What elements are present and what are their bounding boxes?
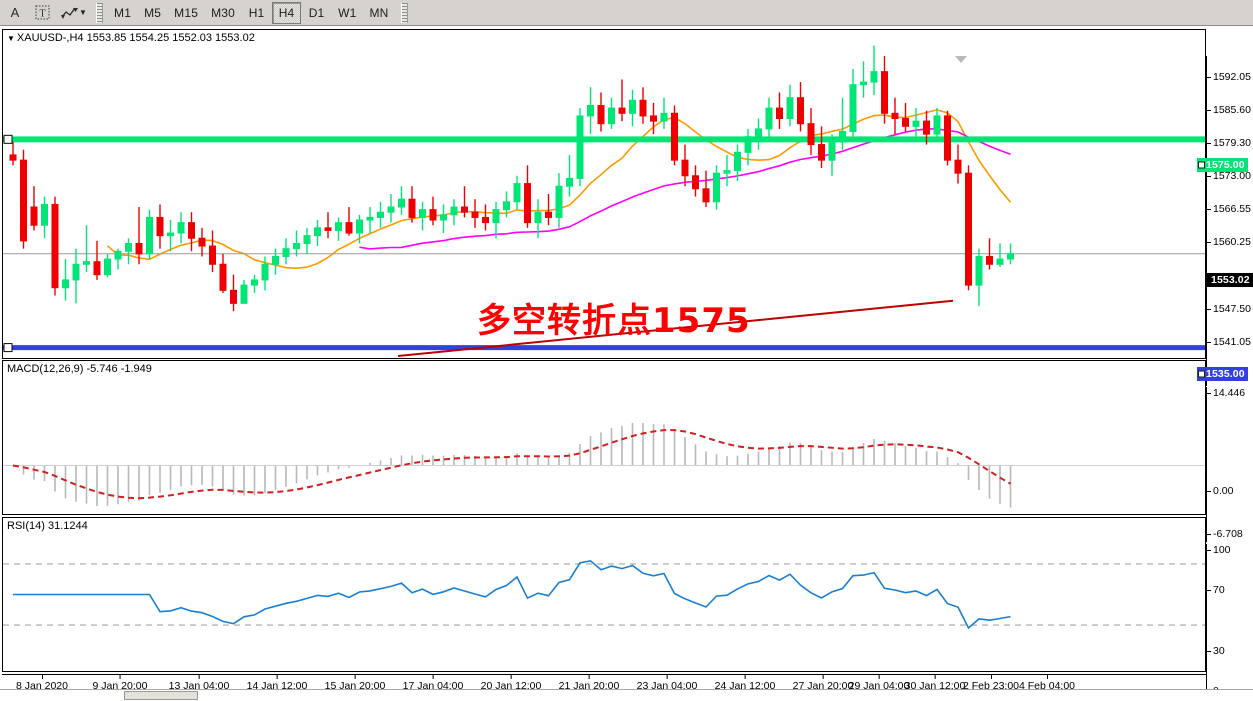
chevron-down-icon[interactable]: ▼ — [79, 8, 87, 17]
macd-y-axis[interactable]: 14.446 0.00 -6.708 — [1206, 387, 1253, 542]
price-chart-svg — [3, 45, 1205, 357]
chart-frame: ▼ XAUUSD-,H4 1553.85 1554.25 1552.03 1553… — [0, 27, 1253, 699]
macd-tick--6.708: -6.708 — [1207, 528, 1243, 540]
macd-chart-svg — [3, 422, 1205, 508]
macd-panel[interactable]: MACD(12,26,9) -5.746 -1.949 — [2, 360, 1206, 515]
rsi-plot-area[interactable] — [3, 518, 1205, 671]
timeframe-m1[interactable]: M1 — [114, 5, 132, 20]
toolbar-separator — [96, 2, 103, 23]
rsi-tick-100: 100 — [1207, 544, 1231, 556]
timeframe-m15[interactable]: M15 — [174, 5, 199, 20]
price-plot-area[interactable] — [3, 30, 1205, 358]
price-tick-1547.50: 1547.50 — [1207, 303, 1251, 315]
chart-top-marker-icon — [955, 56, 967, 63]
horizontal-scrollbar[interactable] — [0, 689, 1253, 701]
svg-text:T: T — [39, 9, 45, 20]
macd-panel-title: MACD(12,26,9) -5.746 -1.949 — [7, 363, 152, 375]
timeframe-w1[interactable]: W1 — [338, 5, 357, 20]
timeframe-m5[interactable]: M5 — [144, 5, 162, 20]
scrollbar-thumb[interactable] — [124, 691, 198, 700]
last-price-tag[interactable]: 1553.02 — [1207, 272, 1253, 287]
rsi-panel[interactable]: RSI(14) 31.1244 — [2, 517, 1206, 672]
rsi-tick-70: 70 — [1207, 584, 1225, 596]
text-box-icon-svg: T — [35, 5, 49, 20]
macd-tick-14.446: 14.446 — [1207, 387, 1245, 399]
resistance-level-label: 1535.00 — [1206, 367, 1245, 380]
rsi-panel-title: RSI(14) 31.1244 — [7, 520, 88, 532]
support-level-label: 1575.00 — [1206, 159, 1245, 172]
price-y-axis[interactable]: 1592.05 1585.60 1579.30 1573.00 1566.55 1560.… — [1197, 56, 1253, 386]
price-tick-1560.25: 1560.25 — [1207, 236, 1251, 248]
timeframe-h1[interactable]: H1 — [248, 5, 265, 20]
price-tick-1579.30: 1579.30 — [1207, 137, 1251, 149]
timeframe-m30[interactable]: M30 — [211, 5, 236, 20]
support-level-tag[interactable]: 1575.00 — [1197, 158, 1248, 173]
resistance-level-tag[interactable]: 1535.00 — [1197, 366, 1248, 381]
price-tick-1585.60: 1585.60 — [1207, 104, 1251, 116]
text-letter-icon[interactable]: A — [3, 2, 27, 24]
price-tick-1566.55: 1566.55 — [1207, 203, 1251, 215]
price-tick-1541.05: 1541.05 — [1207, 336, 1251, 348]
level-drag-handle[interactable] — [1198, 161, 1205, 169]
macd-tick-0.00: 0.00 — [1207, 485, 1233, 497]
text-letter-icon-glyph: A — [10, 5, 20, 20]
macd-plot-area[interactable] — [3, 361, 1205, 514]
indicators-icon-svg — [61, 7, 79, 19]
price-panel-title-text: XAUUSD-,H4 1553.85 1554.25 1552.03 1553.… — [16, 32, 255, 44]
timeframe-mn[interactable]: MN — [369, 5, 389, 20]
price-tick-1592.05: 1592.05 — [1207, 71, 1251, 83]
text-box-icon[interactable]: T — [30, 2, 54, 24]
price-tick-1573.00: 1573.00 — [1207, 170, 1251, 182]
chart-annotation-text: 多空转折点1575 — [477, 301, 751, 341]
timeframe-h4[interactable]: H4 — [272, 1, 302, 24]
timeframe-d1[interactable]: D1 — [308, 5, 325, 20]
indicators-icon[interactable]: ▼ — [57, 2, 91, 24]
rsi-y-axis[interactable]: 10070300 — [1206, 544, 1253, 699]
price-chart-panel[interactable]: ▼ XAUUSD-,H4 1553.85 1554.25 1552.03 1553… — [2, 29, 1206, 359]
last-price-label: 1553.02 — [1211, 273, 1250, 286]
toolbar-separator-right — [400, 2, 408, 23]
rsi-tick-30: 30 — [1207, 645, 1225, 657]
rsi-chart-svg — [3, 559, 1205, 630]
collapse-triangle-icon[interactable]: ▼ — [7, 34, 15, 43]
price-panel-title: ▼ XAUUSD-,H4 1553.85 1554.25 1552.03 1553… — [7, 32, 255, 44]
level-drag-handle[interactable] — [1198, 370, 1205, 378]
toolbar: A T ▼ M1 M5 M15 M30 H1 H4 D1 W1 MN — [0, 0, 1253, 26]
